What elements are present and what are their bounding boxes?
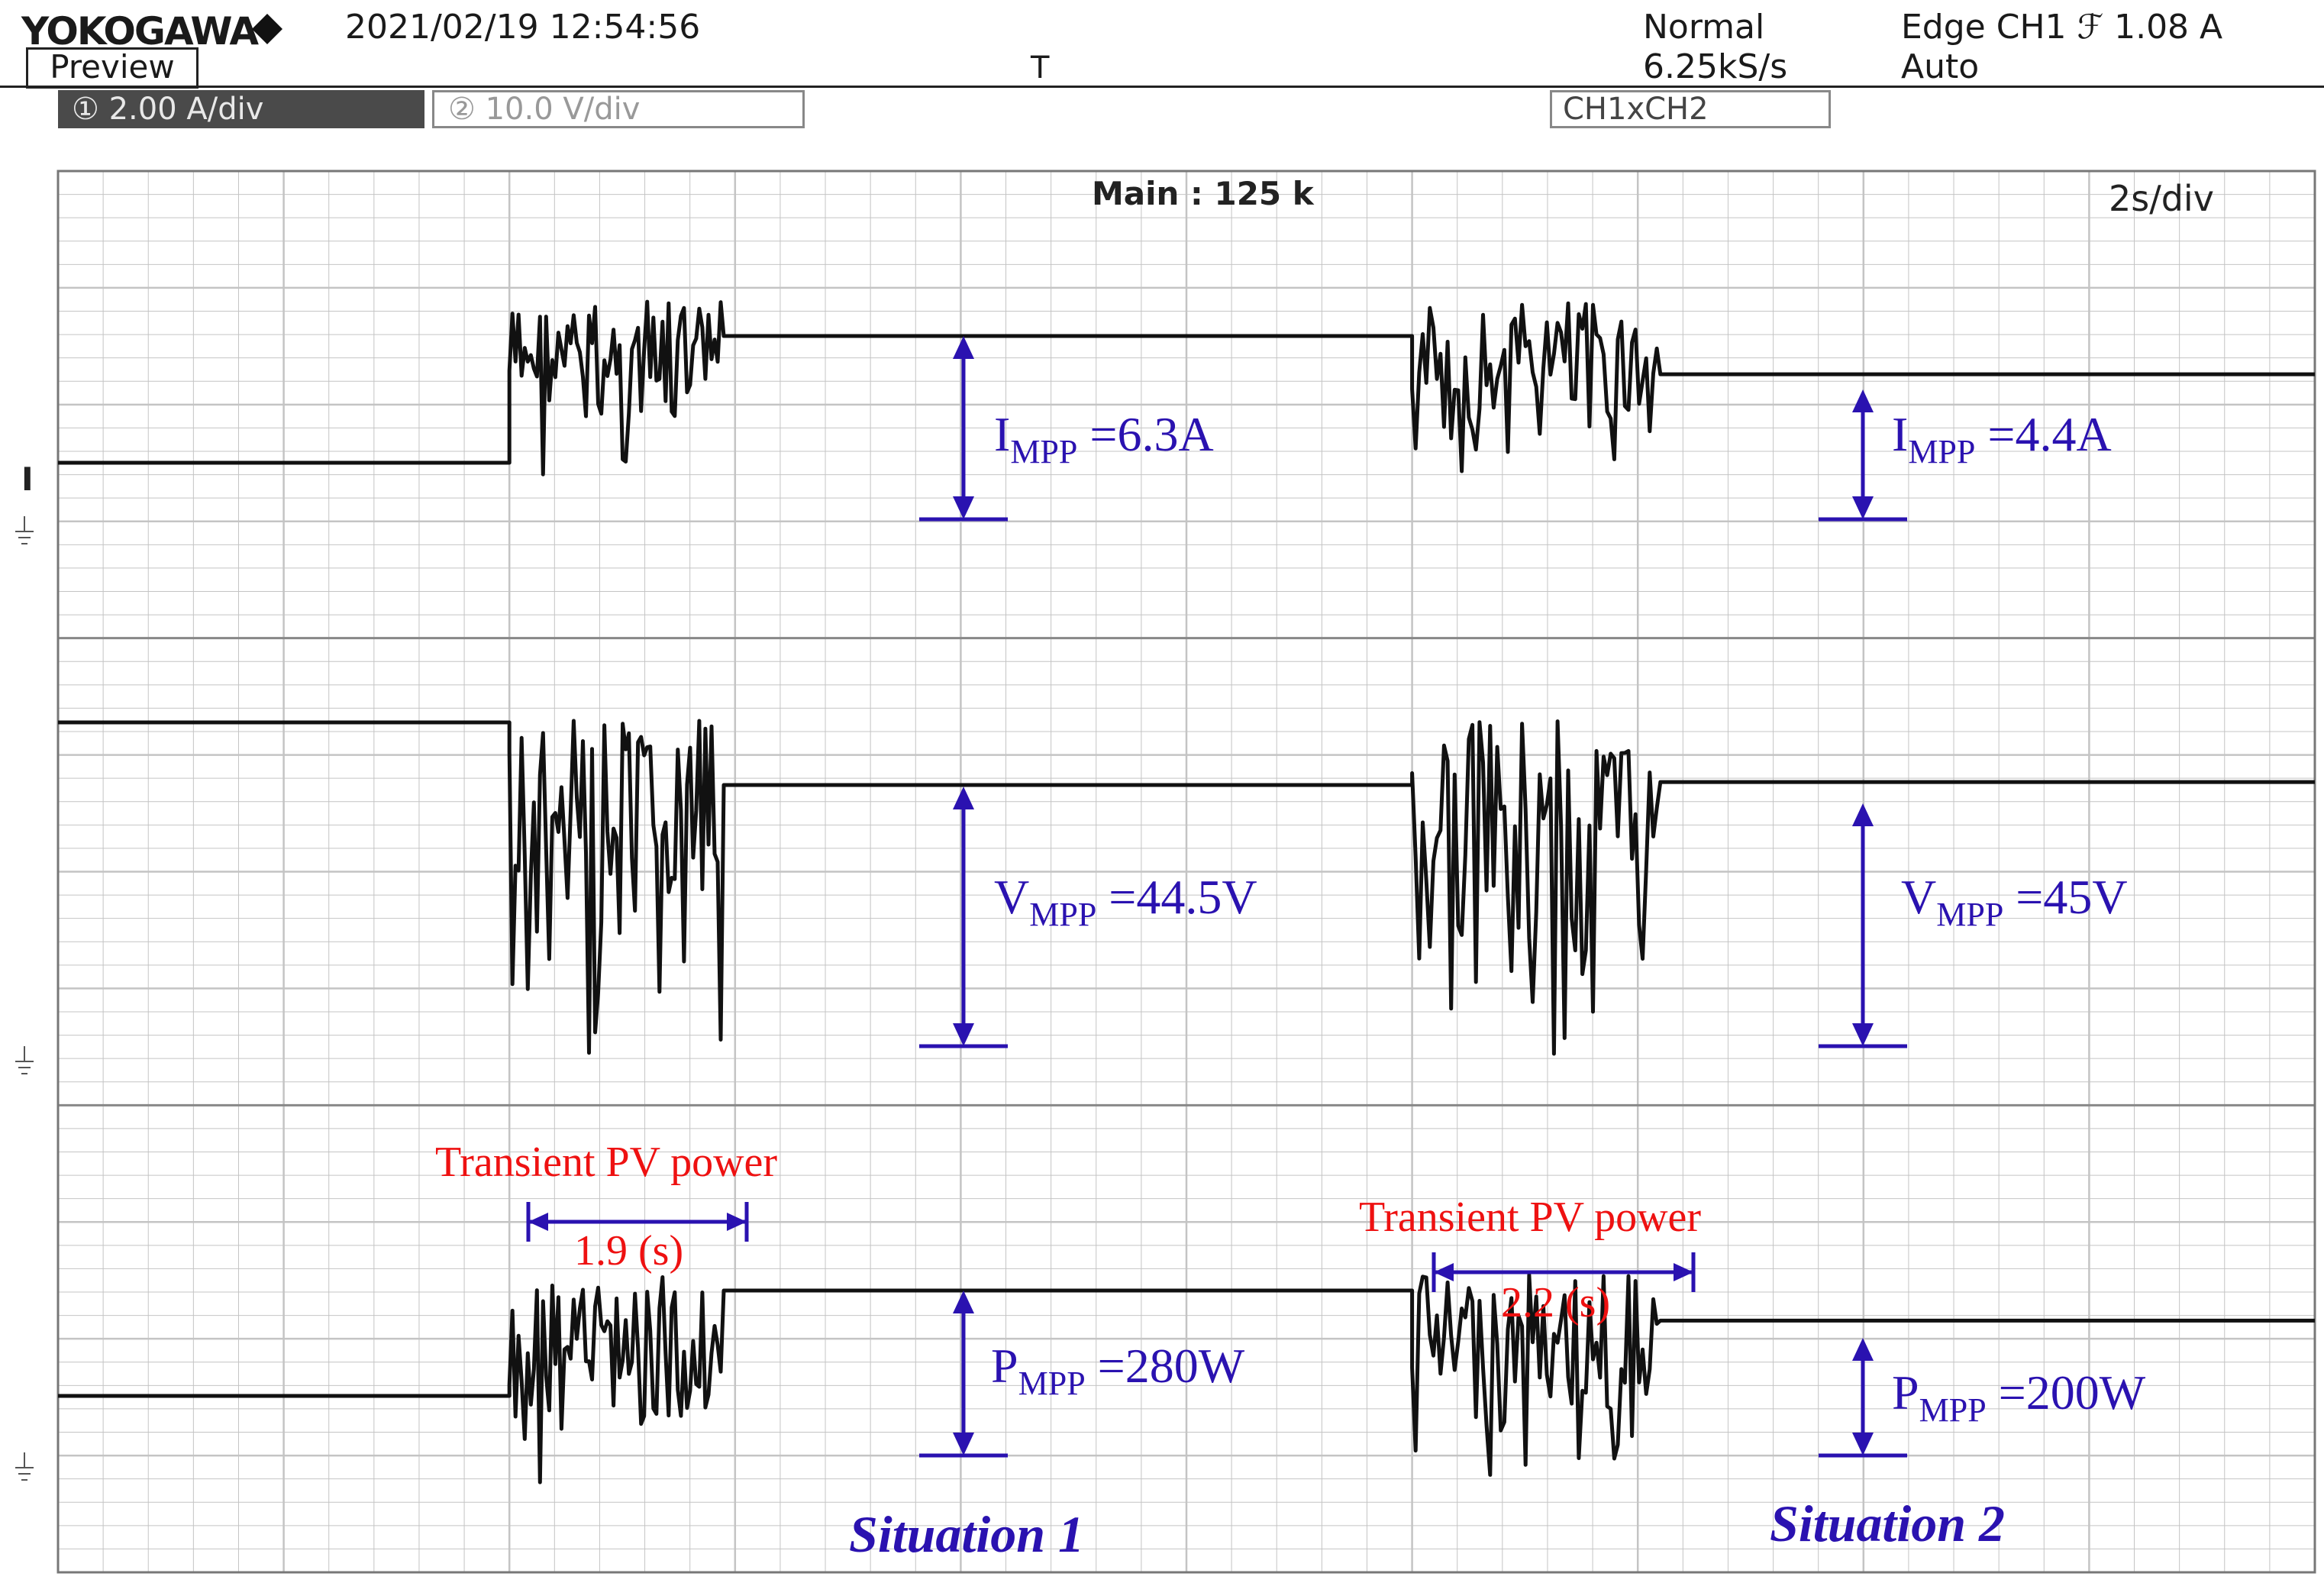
math-ground-icon: [15, 1452, 34, 1481]
transient-span-arrow-2: [1432, 1252, 1696, 1292]
v-mpp-label-1: VMPP =44.5V: [994, 870, 1257, 933]
ch2-scale-button[interactable]: ② 10.0 V/div: [432, 90, 805, 128]
arrow-head-down-icon: [1852, 496, 1874, 519]
v-mpp-arrow-2: [1819, 803, 1907, 1048]
transient-label-2: Transient PV power: [1359, 1194, 1701, 1241]
p-mpp-subscript-1: MPP: [1018, 1365, 1086, 1402]
p-mpp-arrow-2: [1819, 1338, 1907, 1458]
i-mpp-arrow-2: [1819, 389, 1907, 522]
i-mpp-value-1: =6.3A: [1077, 407, 1213, 461]
i-mpp-value-2: =4.4A: [1975, 407, 2111, 461]
p-mpp-label-1: PMPP =280W: [991, 1339, 1245, 1402]
v-mpp-subscript-2: MPP: [1936, 896, 2003, 933]
arrow-head-down-icon: [953, 496, 974, 519]
situation-1-label: Situation 1: [849, 1505, 1084, 1563]
p-mpp-subscript-2: MPP: [1919, 1391, 1987, 1429]
p-mpp-value-1: =280W: [1086, 1339, 1245, 1393]
p-mpp-symbol-1: P: [991, 1339, 1018, 1393]
transient-span-arrow-1: [526, 1202, 749, 1242]
arrow-head-up-icon: [953, 787, 974, 809]
trace-ch2: [58, 719, 2315, 1056]
brand-logo: YOKOGAWA: [21, 9, 259, 53]
arrow-head-left-icon: [1434, 1263, 1454, 1281]
v-mpp-subscript-1: MPP: [1029, 896, 1096, 933]
arrow-head-down-icon: [1852, 1023, 1874, 1046]
arrow-head-left-icon: [528, 1213, 548, 1231]
trigger-info: Edge CH1 ℱ 1.08 A Auto: [1901, 8, 2222, 87]
situation-2-label: Situation 2: [1770, 1494, 2005, 1552]
brand-diamond-icon: [252, 14, 282, 44]
waveform-traces: [58, 299, 2315, 1484]
record-length-label: Main : 125 k: [1092, 175, 1315, 212]
math-channel-button[interactable]: CH1xCH2: [1550, 90, 1831, 128]
trace-ch1xch2: [58, 1273, 2315, 1484]
p-mpp-symbol-2: P: [1892, 1365, 1919, 1420]
screen-border: [56, 170, 2316, 1574]
i-mpp-arrow-1: [919, 336, 1008, 522]
v-mpp-symbol-1: V: [994, 870, 1029, 924]
v-mpp-value-1: =44.5V: [1096, 870, 1257, 924]
v-mpp-arrow-1: [919, 787, 1008, 1048]
ch2-ground-icon: [15, 1046, 34, 1074]
acquisition-info: Normal 6.25kS/s: [1643, 8, 1787, 87]
measurement-arrows: [526, 336, 1907, 1458]
arrow-head-down-icon: [953, 1023, 974, 1046]
ch1-ground-icon: [15, 516, 34, 544]
arrow-head-up-icon: [953, 1291, 974, 1313]
arrow-head-right-icon: [1674, 1263, 1693, 1281]
arrow-head-up-icon: [953, 336, 974, 359]
grid: [15, 170, 2316, 1574]
trace-ch1: [58, 299, 2315, 477]
trigger-edge: Edge CH1 ℱ 1.08 A: [1901, 8, 2223, 47]
arrow-head-up-icon: [1852, 1338, 1874, 1361]
v-mpp-label-2: VMPP =45V: [1901, 870, 2128, 933]
v-mpp-value-2: =45V: [2003, 870, 2127, 924]
arrow-head-down-icon: [953, 1433, 974, 1455]
transient-label-1: Transient PV power: [435, 1139, 777, 1186]
i-mpp-subscript-2: MPP: [1908, 433, 1975, 470]
arrow-head-up-icon: [1852, 389, 1874, 412]
ch1-position-marker: I: [21, 460, 34, 498]
trigger-mode: Auto: [1901, 47, 1980, 86]
i-mpp-label-2: IMPP =4.4A: [1892, 407, 2112, 470]
i-mpp-label-1: IMPP =6.3A: [994, 407, 1214, 470]
header-divider: [0, 86, 2324, 88]
arrow-head-down-icon: [1852, 1433, 1874, 1455]
sample-rate: 6.25kS/s: [1643, 47, 1788, 86]
p-mpp-arrow-1: [919, 1291, 1008, 1458]
arrow-head-right-icon: [727, 1213, 747, 1231]
ch1-scale-button[interactable]: ① 2.00 A/div: [58, 90, 424, 128]
i-mpp-symbol-2: I: [1892, 407, 1908, 461]
i-mpp-symbol-1: I: [994, 407, 1010, 461]
acquisition-mode: Normal: [1643, 8, 1765, 47]
p-mpp-label-2: PMPP =200W: [1892, 1365, 2146, 1429]
i-mpp-subscript-1: MPP: [1010, 433, 1077, 470]
transient-duration-1: 1.9 (s): [574, 1227, 683, 1274]
p-mpp-value-2: =200W: [1987, 1365, 2146, 1420]
trigger-position-marker: T: [1031, 50, 1050, 86]
v-mpp-symbol-2: V: [1901, 870, 1936, 924]
arrow-head-up-icon: [1852, 803, 1874, 826]
transient-duration-2: 2.2 (s): [1501, 1279, 1610, 1326]
capture-datetime: 2021/02/19 12:54:56: [345, 8, 701, 47]
timebase-label: 2s/div: [2109, 178, 2214, 219]
